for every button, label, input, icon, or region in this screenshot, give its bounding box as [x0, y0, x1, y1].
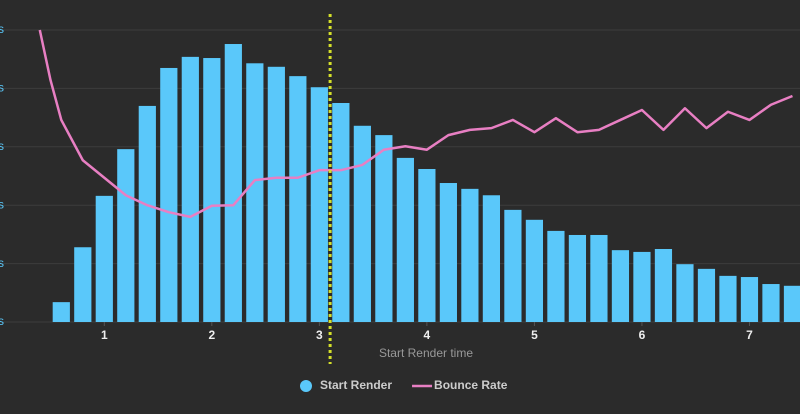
legend-label: Bounce Rate — [434, 378, 508, 392]
bar — [332, 103, 350, 322]
bar — [676, 264, 694, 322]
bar — [310, 87, 328, 323]
bar — [267, 66, 285, 323]
x-tick-label: 5 — [531, 328, 538, 342]
bar — [74, 247, 92, 322]
y-tick-label: s — [0, 314, 4, 328]
bar — [203, 58, 221, 322]
bar — [160, 67, 178, 323]
bar — [740, 277, 759, 322]
bar — [697, 268, 716, 322]
bar — [353, 125, 371, 322]
bar — [633, 251, 651, 322]
y-tick-label: s — [0, 256, 4, 270]
x-axis-label: Start Render time — [379, 346, 473, 360]
bar — [289, 76, 307, 322]
legend-label: Start Render — [320, 378, 392, 392]
bar — [783, 285, 800, 322]
bar — [461, 188, 479, 322]
bar — [117, 149, 135, 322]
bar — [590, 234, 608, 322]
legend-swatch — [300, 380, 312, 392]
y-tick-label: s — [0, 22, 4, 36]
bar — [138, 105, 156, 322]
bar — [504, 209, 522, 322]
bar — [525, 219, 544, 322]
bar — [719, 275, 737, 322]
bar — [224, 44, 242, 323]
y-tick-label: s — [0, 197, 4, 211]
y-tick-label: s — [0, 81, 4, 95]
bar — [181, 56, 199, 322]
x-tick-label: 4 — [424, 328, 431, 342]
bar — [439, 183, 457, 322]
bar — [246, 63, 264, 323]
line — [38, 29, 793, 219]
x-tick-label: 2 — [208, 328, 215, 342]
x-tick-label: 1 — [101, 328, 108, 342]
bar — [654, 249, 673, 322]
bar — [418, 168, 436, 322]
x-tick-label: 7 — [746, 328, 753, 342]
y-tick-label: s — [0, 139, 4, 153]
bar — [611, 250, 630, 322]
bar — [396, 157, 414, 322]
bar — [52, 302, 70, 322]
bar — [762, 284, 780, 322]
bar — [375, 135, 393, 322]
x-tick-label: 3 — [316, 328, 323, 342]
bar — [568, 234, 587, 322]
bar — [482, 195, 500, 322]
x-tick-label: 6 — [639, 328, 646, 342]
bar — [95, 195, 113, 322]
bar — [547, 230, 565, 322]
